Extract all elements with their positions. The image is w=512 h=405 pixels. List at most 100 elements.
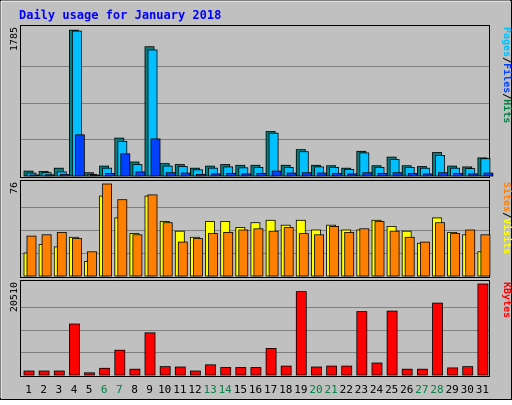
- bar-pages-11: [180, 172, 191, 177]
- x-tick-label-5: 5: [86, 383, 93, 396]
- bar-pages-24: [377, 173, 388, 177]
- x-tick-label-7: 7: [116, 383, 123, 396]
- bar-sites-12: [192, 238, 203, 277]
- bar-pages-20: [317, 172, 327, 177]
- bar-pages-30: [468, 173, 479, 177]
- legend-entry: KBytes: [501, 282, 512, 318]
- bar-kbytes-11: [174, 366, 186, 376]
- bar-pages-26: [407, 173, 418, 177]
- y-max-label-hits-files-pages: 1785: [9, 27, 20, 51]
- bar-sites-3: [56, 231, 67, 277]
- x-tick-label-29: 29: [446, 383, 459, 396]
- bar-sites-18: [283, 227, 294, 277]
- bar-pages-31: [483, 172, 494, 177]
- bar-kbytes-27: [416, 368, 428, 376]
- x-tick-label-23: 23: [355, 383, 368, 396]
- x-tick-label-11: 11: [173, 383, 186, 396]
- bar-kbytes-17: [265, 347, 277, 376]
- bar-pages-9: [150, 138, 161, 177]
- bar-pages-5: [90, 174, 100, 177]
- bar-pages-17: [271, 170, 282, 177]
- bar-sites-19: [298, 233, 309, 277]
- bar-sites-15: [238, 229, 249, 277]
- bar-kbytes-3: [53, 370, 65, 376]
- bar-pages-22: [347, 173, 358, 177]
- x-tick-label-22: 22: [340, 383, 353, 396]
- bar-pages-8: [135, 171, 146, 177]
- bar-kbytes-9: [144, 332, 156, 376]
- bar-pages-13: [211, 173, 221, 177]
- bar-kbytes-31: [477, 283, 489, 376]
- bar-pages-29: [453, 173, 464, 177]
- bar-sites-17: [268, 230, 279, 277]
- bar-kbytes-21: [326, 365, 338, 376]
- x-tick-label-6: 6: [101, 383, 108, 396]
- chart-title: Daily usage for January 2018: [19, 8, 221, 22]
- bar-sites-6: [102, 183, 112, 277]
- legend-entry: Sites: [501, 182, 512, 212]
- bar-sites-21: [329, 225, 340, 277]
- x-tick-label-30: 30: [461, 383, 474, 396]
- bar-pages-4: [75, 134, 85, 177]
- x-tick-label-13: 13: [203, 383, 216, 396]
- bar-kbytes-18: [280, 365, 292, 376]
- bar-kbytes-10: [159, 366, 171, 376]
- bar-pages-25: [392, 172, 403, 177]
- bar-sites-7: [117, 199, 128, 277]
- bar-pages-10: [165, 172, 176, 177]
- x-tick-label-14: 14: [219, 383, 233, 396]
- x-tick-label-31: 31: [476, 383, 489, 396]
- bar-pages-7: [120, 153, 131, 177]
- bar-sites-22: [344, 231, 355, 277]
- bar-pages-14: [226, 173, 237, 177]
- legend-kbytes: KBytes: [501, 282, 512, 318]
- legend-entry: /: [501, 93, 512, 99]
- x-tick-label-8: 8: [131, 383, 138, 396]
- bar-sites-11: [177, 241, 188, 277]
- bar-kbytes-7: [114, 349, 126, 376]
- bar-kbytes-12: [189, 370, 201, 376]
- x-tick-label-4: 4: [71, 383, 78, 396]
- bar-sites-1: [26, 235, 37, 277]
- x-tick-label-28: 28: [430, 383, 443, 396]
- bar-sites-25: [389, 230, 400, 277]
- bar-pages-6: [105, 173, 115, 177]
- legend-entry: Files: [501, 63, 512, 93]
- bar-sites-20: [314, 234, 324, 277]
- x-tick-label-26: 26: [400, 383, 413, 396]
- x-tick-label-27: 27: [415, 383, 428, 396]
- legend-entry: /: [501, 57, 512, 63]
- bar-pages-16: [256, 173, 267, 177]
- x-tick-label-15: 15: [234, 383, 247, 396]
- x-tick-label-20: 20: [309, 383, 322, 396]
- bar-kbytes-14: [220, 367, 232, 376]
- panel-frame-hits-files-pages: [20, 25, 490, 178]
- bar-sites-10: [162, 222, 173, 277]
- legend-visits-sites: Sites/Visits: [501, 182, 512, 254]
- bar-pages-2: [44, 174, 55, 177]
- x-tick-label-2: 2: [40, 383, 47, 396]
- bar-pages-28: [438, 172, 448, 177]
- bar-pages-15: [241, 173, 252, 177]
- bar-kbytes-25: [386, 310, 398, 376]
- bar-pages-3: [59, 173, 70, 177]
- bar-kbytes-4: [69, 323, 80, 376]
- legend-entry: Visits: [501, 218, 512, 254]
- bar-kbytes-1: [23, 370, 35, 376]
- bar-sites-27: [419, 241, 430, 277]
- x-tick-label-12: 12: [188, 383, 201, 396]
- bar-pages-19: [301, 172, 312, 177]
- x-tick-label-10: 10: [158, 383, 171, 396]
- x-tick-label-19: 19: [294, 383, 307, 396]
- bar-kbytes-23: [356, 311, 368, 376]
- bar-sites-30: [465, 229, 476, 277]
- bar-kbytes-26: [401, 368, 413, 376]
- legend-entry: Pages: [501, 27, 512, 57]
- bar-kbytes-16: [250, 367, 262, 376]
- bar-kbytes-8: [129, 368, 141, 376]
- x-tick-label-3: 3: [55, 383, 62, 396]
- bar-sites-23: [359, 228, 370, 277]
- x-tick-label-25: 25: [385, 383, 398, 396]
